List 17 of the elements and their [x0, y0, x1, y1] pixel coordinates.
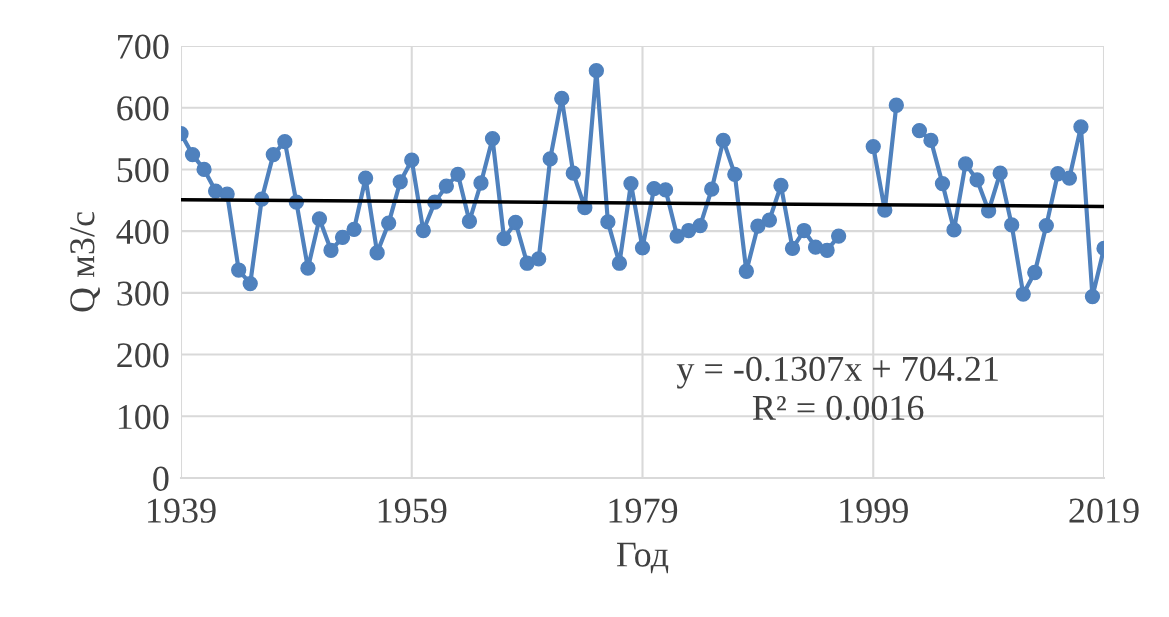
annotation: y = -0.1307x + 704.21	[676, 356, 998, 389]
y-tick-label: 500	[117, 157, 169, 183]
annotation: R² = 0.0016	[752, 395, 924, 421]
y-tick-label: 300	[117, 281, 169, 306]
x-tick-label: 1959	[378, 498, 447, 523]
y-tick-label: 0	[153, 466, 169, 491]
y-tick-label: 400	[116, 219, 169, 245]
x-tick-label: 1999	[840, 498, 908, 523]
y-tick-label: 600	[117, 96, 169, 121]
y-axis-title: Q м3/с	[70, 212, 100, 312]
x-axis-title: Год	[616, 542, 669, 574]
y-tick-label: 200	[117, 343, 169, 368]
x-tick-label: 1939	[148, 498, 216, 523]
y-tick-label: 100	[118, 404, 169, 430]
x-tick-label: 1979	[609, 498, 678, 523]
x-tick-label: 2019	[1069, 498, 1139, 523]
y-tick-label: 700	[118, 34, 169, 59]
